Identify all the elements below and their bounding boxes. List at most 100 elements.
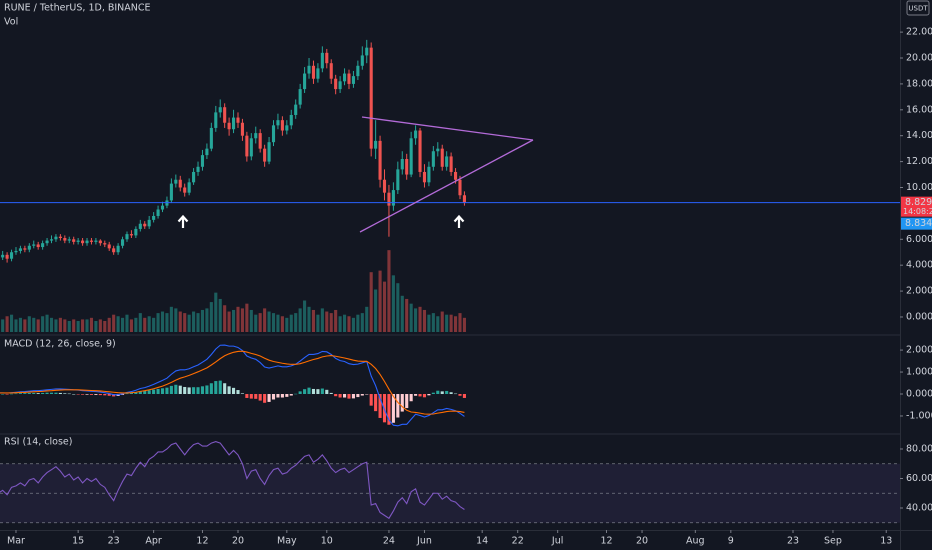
volume-bar	[200, 309, 205, 332]
volume-bar	[342, 314, 347, 332]
volume-bar	[316, 314, 320, 332]
candle-body	[329, 63, 333, 79]
candle-body	[236, 117, 240, 123]
candle-body	[5, 254, 9, 259]
macd-histogram-bar	[72, 394, 76, 395]
volume-bar	[94, 320, 98, 332]
macd-histogram-bar	[112, 394, 116, 397]
candle-body	[378, 140, 382, 180]
candle-body	[227, 122, 231, 130]
macd-histogram-bar	[418, 394, 422, 397]
y-tick-label: 0.000	[906, 389, 932, 400]
volume-bar	[334, 309, 338, 332]
macd-histogram-bar	[214, 381, 218, 395]
volume-bar	[280, 316, 284, 332]
volume-bar	[382, 281, 387, 332]
volume-bar	[396, 283, 400, 332]
y-tick-label: 2.000	[906, 345, 932, 356]
macd-histogram-bar	[76, 394, 80, 395]
volume-bar	[325, 311, 329, 332]
y-tick-label: 60.00	[906, 473, 932, 484]
y-tick-label: 20.000	[906, 53, 932, 64]
candle-body	[431, 151, 435, 167]
macd-histogram-bar	[18, 393, 22, 395]
macd-histogram-bar	[160, 388, 165, 395]
candle-body	[196, 166, 200, 172]
volume-bar	[223, 305, 227, 332]
candle-body	[187, 182, 191, 193]
candle-body	[280, 120, 284, 131]
volume-bar	[440, 311, 444, 332]
volume-bar	[120, 317, 125, 332]
volume-bar	[427, 314, 431, 332]
macd-histogram-bar	[143, 390, 147, 395]
x-tick-label: Mar	[7, 536, 25, 547]
candle-body	[89, 240, 94, 242]
currency-box[interactable]	[906, 0, 930, 16]
macd-histogram-bar	[85, 394, 89, 395]
macd-histogram-bar	[422, 394, 427, 398]
candle-body	[325, 52, 329, 64]
candle-body	[98, 240, 102, 244]
macd-histogram-bar	[267, 394, 271, 402]
candle-body	[214, 112, 218, 128]
volume-bar	[72, 319, 76, 332]
volume-bar	[431, 313, 435, 332]
macd-histogram-bar	[298, 391, 302, 395]
macd-histogram-bar	[294, 393, 298, 395]
macd-histogram-bar	[303, 389, 307, 395]
y-tick-label: 10.000	[906, 182, 932, 193]
volume-bar	[387, 250, 391, 332]
candle-body	[453, 171, 458, 180]
macd-histogram-bar	[94, 394, 98, 395]
volume-bar	[169, 306, 173, 332]
candle-body	[400, 159, 404, 170]
currency-label[interactable]: USDT	[908, 5, 928, 13]
x-tick-label: 13	[880, 536, 892, 547]
candle-body	[382, 179, 387, 193]
y-tick-label: 12.000	[906, 156, 932, 167]
candle-body	[409, 138, 413, 175]
candle-body	[422, 171, 427, 183]
candle-body	[152, 215, 156, 220]
volume-bar	[360, 313, 364, 332]
macd-histogram-bar	[223, 383, 227, 395]
macd-histogram-bar	[205, 385, 209, 395]
candle-body	[320, 52, 324, 69]
macd-histogram-bar	[156, 388, 160, 395]
volume-bar	[227, 311, 231, 332]
x-tick-label: Aug	[686, 536, 705, 547]
macd-histogram-bar	[36, 393, 40, 395]
candle-body	[267, 142, 271, 162]
volume-bar	[178, 311, 182, 332]
plot-area	[0, 39, 900, 524]
macd-histogram-bar	[382, 394, 387, 423]
candle-body	[334, 78, 338, 90]
volume-bar	[125, 314, 129, 332]
candle-body	[138, 223, 142, 229]
macd-histogram-bar	[462, 394, 466, 398]
candle-body	[81, 240, 85, 244]
candle-body	[36, 244, 40, 248]
candle-body	[200, 155, 205, 167]
x-tick-label: 12	[600, 536, 612, 547]
candle-body	[125, 234, 129, 240]
macd-histogram-bar	[458, 394, 462, 396]
y-tick-label: 6.000	[906, 234, 932, 245]
y-tick-label: 80.00	[906, 443, 932, 454]
x-tick-label: May	[277, 536, 297, 547]
volume-bar	[405, 298, 409, 332]
volume-bar	[134, 317, 138, 332]
macd-histogram-bar	[196, 387, 200, 395]
macd-histogram-bar	[192, 387, 196, 395]
macd-histogram-bar	[32, 392, 36, 395]
volume-bar	[152, 317, 156, 332]
volume-bar	[422, 309, 427, 332]
candle-body	[116, 245, 120, 253]
macd-histogram-bar	[329, 392, 333, 395]
volume-bar	[58, 317, 62, 332]
candle-body	[76, 240, 80, 242]
volume-bar	[458, 313, 462, 332]
macd-histogram-bar	[183, 386, 187, 395]
